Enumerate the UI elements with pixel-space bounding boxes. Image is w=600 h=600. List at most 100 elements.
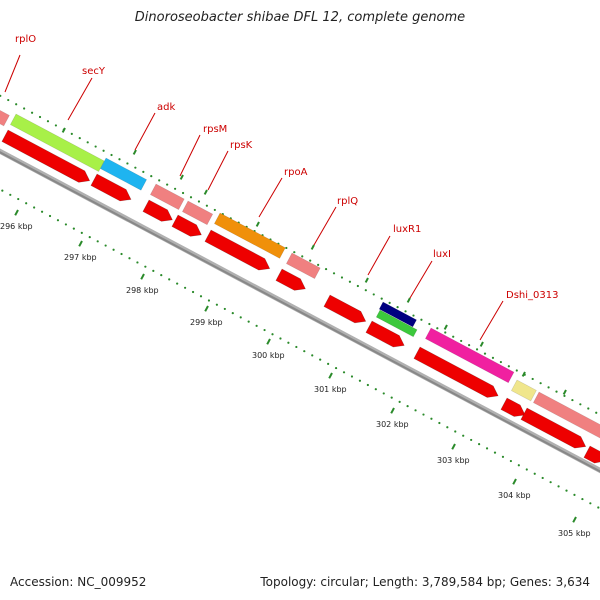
leader-line-secY <box>67 77 93 121</box>
upper-major-tick <box>179 174 184 180</box>
upper-dot <box>158 179 161 182</box>
leader-line-rpoA <box>258 177 283 218</box>
lower-dot <box>112 248 115 251</box>
upper-major-tick <box>61 127 66 133</box>
lower-dot <box>88 235 91 239</box>
gene-bar-luxI <box>375 309 418 338</box>
lower-dot <box>215 303 218 306</box>
lower-dot <box>406 405 409 408</box>
lower-dot <box>398 400 401 403</box>
kbp-major-tick <box>78 240 83 247</box>
leader-line-Dshi_0313 <box>479 300 504 341</box>
cds-arrow <box>500 397 526 417</box>
lower-dot <box>191 290 195 294</box>
upper-major-tick <box>406 297 411 303</box>
upper-dot <box>555 390 558 393</box>
kbp-label: 298 kbp <box>126 286 159 295</box>
lower-dot <box>525 468 528 471</box>
upper-dot <box>571 398 574 402</box>
lower-dot <box>40 210 44 213</box>
upper-dot <box>30 111 34 114</box>
upper-dot <box>460 339 463 343</box>
kbp-label: 303 kbp <box>437 456 470 465</box>
cds-arrow <box>413 346 499 398</box>
kbp-label: 301 kbp <box>314 385 347 394</box>
gene-label-rpsM: rpsM <box>203 124 227 135</box>
upper-major-tick <box>443 324 448 330</box>
lower-dot <box>589 502 592 505</box>
kbp-major-tick <box>140 273 145 280</box>
upper-dot <box>452 335 455 338</box>
upper-dot <box>317 263 320 266</box>
gene-bar-rpsM <box>149 183 185 211</box>
lower-dot <box>366 383 369 387</box>
lower-dot <box>390 396 393 399</box>
upper-dot <box>547 386 550 389</box>
lower-dot <box>501 455 505 458</box>
lower-dot <box>374 388 377 391</box>
gene-bar-rplQ <box>285 252 321 280</box>
lower-dot <box>549 481 552 484</box>
gene-label-rpoA: rpoA <box>284 167 308 178</box>
upper-dot <box>404 310 407 313</box>
upper-dot <box>436 327 439 330</box>
upper-major-tick <box>132 149 137 155</box>
lower-dot <box>239 316 242 319</box>
cds-arrow <box>90 173 132 202</box>
lower-dot <box>573 493 576 496</box>
upper-dot <box>412 314 415 317</box>
upper-dot <box>340 276 344 279</box>
lower-dot <box>358 379 362 382</box>
lower-dot <box>517 464 520 467</box>
backbone-line <box>0 148 600 474</box>
lower-dot <box>597 506 600 509</box>
upper-major-tick <box>364 277 369 283</box>
map-title: Dinoroseobacter shibae DFL 12, complete … <box>134 10 466 25</box>
gene-bar-rpsK <box>181 200 214 226</box>
upper-dot <box>515 369 518 372</box>
upper-dot <box>364 289 367 292</box>
lower-dot <box>342 371 346 374</box>
lower-dot <box>120 252 123 256</box>
upper-dot <box>54 124 58 127</box>
gene-label-luxR1: luxR1 <box>393 224 421 235</box>
upper-dot <box>539 382 542 385</box>
upper-dot <box>309 259 312 262</box>
lower-dot <box>64 223 68 226</box>
lower-dot <box>541 476 544 480</box>
lower-dot <box>1 189 4 192</box>
upper-dot <box>579 403 582 406</box>
gene-label-adk: adk <box>157 102 175 113</box>
upper-dot <box>483 352 487 355</box>
leader-line-rpsK <box>207 150 229 191</box>
lower-dot <box>176 282 179 285</box>
lower-dot <box>493 451 497 454</box>
lower-dot <box>470 438 473 442</box>
kbp-label: 300 kbp <box>252 351 285 360</box>
upper-major-tick <box>203 189 208 195</box>
upper-dot <box>563 394 566 397</box>
upper-dot <box>15 103 18 106</box>
gene-label-Dshi_0313: Dshi_0313 <box>506 290 558 301</box>
lower-dot <box>485 447 489 450</box>
lower-dot <box>104 244 107 247</box>
cds-arrow <box>520 407 587 449</box>
lower-dot <box>168 278 171 281</box>
lower-dot <box>184 286 187 289</box>
gene-bar-rplO <box>0 109 10 127</box>
upper-dot <box>428 322 431 326</box>
gene-bar-rpoA <box>213 212 286 259</box>
lower-dot <box>9 193 12 196</box>
gene-label-rplO: rplO <box>15 34 36 45</box>
cds-arrow <box>142 199 173 222</box>
lower-dot <box>581 497 584 501</box>
kbp-label: 297 kbp <box>64 253 97 262</box>
gene-bar-luxR1 <box>378 301 417 328</box>
upper-dot <box>499 360 502 364</box>
leader-line-rpsM <box>179 134 201 177</box>
lower-dot <box>430 417 433 420</box>
upper-dot <box>166 183 169 186</box>
upper-dot <box>285 246 288 250</box>
upper-dot <box>507 365 510 368</box>
lower-dot <box>144 265 147 268</box>
